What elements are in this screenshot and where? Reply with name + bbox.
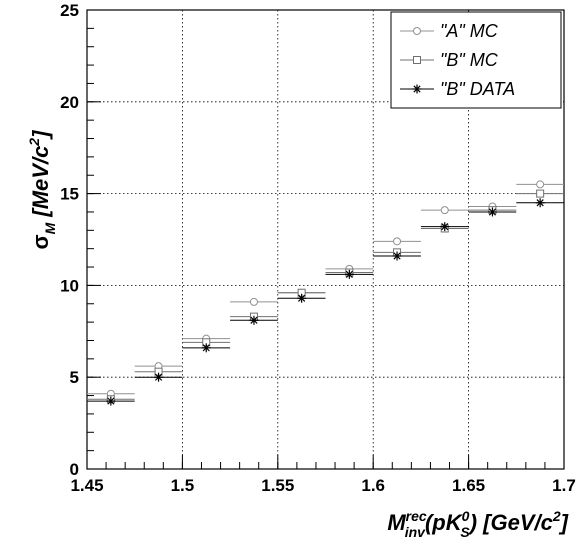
star-stroke: [536, 199, 544, 207]
star-stroke: [107, 397, 115, 405]
y-axis-title: σM [MeV/c2]: [26, 130, 58, 250]
data-point: [536, 189, 545, 198]
data-point: [106, 396, 116, 406]
data-point: [297, 293, 307, 303]
data-point: [535, 198, 545, 208]
star-stroke: [202, 344, 210, 352]
x-tick-labels: 1.45 1.5 1.55 1.6 1.65 1.7: [70, 476, 575, 495]
y-tick-label: 5: [70, 368, 79, 387]
x-tick-label: 1.55: [261, 476, 294, 495]
star-stroke: [298, 294, 306, 302]
legend-label: "A" MC: [440, 21, 499, 41]
x-tick-label: 1.6: [361, 476, 385, 495]
data-point: [440, 206, 449, 215]
legend-entry: "B" MC: [400, 50, 499, 70]
y-tick-label: 20: [60, 93, 79, 112]
data-point: [393, 237, 402, 246]
data-point: [487, 207, 497, 217]
data-point: [249, 297, 258, 306]
x-tick-label: 1.65: [452, 476, 485, 495]
legend-marker: [412, 84, 422, 94]
y-tick-labels: 0 5 10 15 20 25: [60, 1, 79, 479]
y-tick-label: 15: [60, 185, 79, 204]
data-point: [249, 315, 259, 325]
star-stroke: [250, 316, 258, 324]
data-point: [201, 343, 211, 353]
star-stroke: [441, 223, 449, 231]
star-stroke: [393, 252, 401, 260]
legend: "A" MC "B" MC "B" DATA: [390, 11, 562, 109]
star-stroke: [345, 270, 353, 278]
star-stroke: [413, 85, 421, 93]
legend-label: "B" DATA: [440, 79, 515, 99]
x-tick-label: 1.45: [70, 476, 103, 495]
y-tick-label: 25: [60, 1, 79, 20]
star-stroke: [154, 373, 163, 381]
y-tick-label: 10: [60, 276, 79, 295]
legend-label: "B" MC: [440, 50, 499, 70]
legend-entry: "A" MC: [400, 21, 499, 41]
data-point: [344, 269, 354, 279]
data-series: [87, 180, 564, 406]
series-star: [87, 198, 564, 406]
data-point: [536, 180, 545, 189]
star-stroke: [488, 208, 497, 216]
data-point: [154, 372, 164, 382]
x-tick-label: 1.5: [171, 476, 195, 495]
legend-entry: "B" DATA: [400, 79, 515, 99]
legend-marker: [413, 27, 421, 35]
x-axis-title: Mrec inv(pK0 S) [GeV/c2]: [387, 508, 568, 540]
legend-marker: [413, 56, 421, 64]
data-point: [392, 251, 402, 261]
data-point: [440, 222, 450, 232]
x-tick-label: 1.7: [552, 476, 576, 495]
axis-ticks: [86, 9, 565, 470]
y-tick-label: 0: [70, 460, 79, 479]
